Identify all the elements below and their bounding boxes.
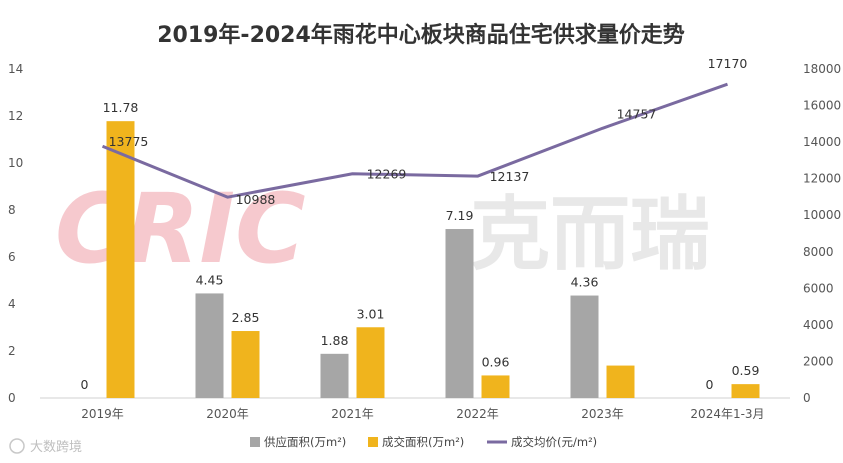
y-left-tick-label: 8	[8, 203, 16, 217]
data-label-supply: 0	[81, 377, 89, 392]
bar-supply	[570, 295, 599, 398]
bar-deal	[356, 327, 385, 398]
bar-supply	[195, 293, 224, 398]
data-labels: 0 4.45 1.88 7.19 4.36 0 11.78 2.85 3.01 0.96 0.59 1…	[81, 56, 760, 392]
legend: 供应面积(万m²) 成交面积(万m²) 成交均价(元/m²)	[250, 435, 597, 449]
y-left-tick-label: 6	[8, 250, 16, 264]
source-badge: 大数跨境	[9, 438, 82, 455]
y-right-tick-label: 8000	[803, 245, 834, 259]
price-line	[101, 82, 728, 199]
y-left-tick-label: 0	[8, 391, 16, 405]
data-label-supply: 4.45	[196, 272, 224, 287]
line-series	[101, 82, 728, 199]
y-right-tick-label: 2000	[803, 354, 834, 368]
bar-deal	[231, 331, 260, 398]
y-left-tick-label: 4	[8, 297, 16, 311]
y-right-tick-label: 0	[803, 391, 811, 405]
y-right-tick-label: 14000	[803, 135, 841, 149]
y-axis-right: 0 2000 4000 6000 8000 10000 12000 14000 16000 180…	[803, 62, 841, 405]
y-right-tick-label: 6000	[803, 281, 834, 295]
data-label-deal: 2.85	[232, 310, 260, 325]
badge-logo-icon	[9, 438, 25, 454]
x-tick-label: 2020年	[206, 407, 249, 421]
data-label-deal: 3.01	[357, 306, 385, 321]
x-tick-label: 2024年1-3月	[690, 407, 764, 421]
x-tick-label: 2022年	[456, 407, 499, 421]
badge-text: 大数跨境	[30, 440, 82, 455]
data-label-supply: 4.36	[571, 275, 599, 290]
data-label-supply: 1.88	[321, 333, 349, 348]
legend-label: 成交均价(元/m²)	[511, 435, 597, 449]
legend-label: 成交面积(万m²)	[382, 435, 464, 449]
data-label-price: 13775	[109, 134, 149, 149]
y-right-tick-label: 4000	[803, 318, 834, 332]
y-right-tick-label: 18000	[803, 62, 841, 76]
bar-deal	[731, 384, 760, 398]
x-axis: 2019年 2020年 2021年 2022年 2023年 2024年1-3月	[81, 407, 764, 421]
x-tick-label: 2021年	[331, 407, 374, 421]
data-label-deal: 0.96	[482, 354, 510, 369]
bar-deal	[481, 375, 510, 398]
x-tick-label: 2019年	[81, 407, 124, 421]
watermark: CRIC 克而瑞	[55, 173, 710, 285]
y-left-tick-label: 12	[8, 109, 23, 123]
y-right-tick-label: 16000	[803, 99, 841, 113]
data-label-price: 12137	[490, 169, 530, 184]
bar-deal	[106, 121, 135, 399]
bar-deal	[606, 365, 635, 398]
y-left-tick-label: 2	[8, 344, 16, 358]
y-left-tick-label: 14	[8, 62, 23, 76]
chart-title: 2019年-2024年雨花中心板块商品住宅供求量价走势	[157, 22, 685, 48]
y-axis-left: 0 2 4 6 8 10 12 14	[8, 62, 23, 405]
data-label-supply: 7.19	[446, 208, 474, 223]
legend-swatch	[250, 437, 260, 447]
y-right-tick-label: 12000	[803, 172, 841, 186]
x-tick-label: 2023年	[581, 407, 624, 421]
data-label-deal: 11.78	[103, 100, 139, 115]
y-right-tick-label: 10000	[803, 208, 841, 222]
legend-swatch	[368, 437, 378, 447]
data-label-price: 12269	[367, 167, 407, 182]
data-label-supply: 0	[706, 377, 714, 392]
bar-supply	[445, 229, 474, 398]
data-label-price: 17170	[708, 56, 748, 71]
legend-label: 供应面积(万m²)	[264, 435, 346, 449]
data-label-deal: 0.59	[732, 363, 760, 378]
y-left-tick-label: 10	[8, 156, 23, 170]
watermark-cn: 克而瑞	[470, 188, 710, 281]
bar-supply	[320, 353, 349, 398]
data-label-price: 14757	[617, 106, 657, 121]
data-label-price: 10988	[236, 192, 276, 207]
bar-series	[106, 121, 760, 399]
